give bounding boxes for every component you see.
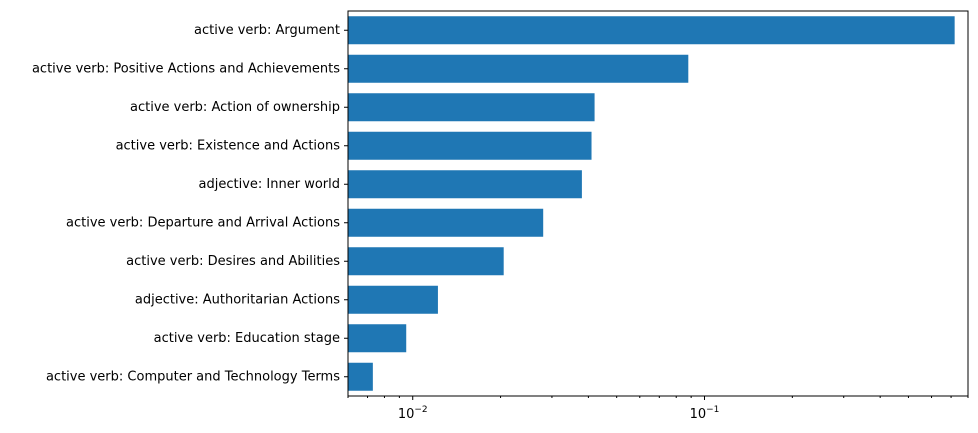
bar bbox=[348, 324, 407, 353]
bar bbox=[348, 131, 592, 160]
bar bbox=[348, 93, 595, 122]
bar bbox=[348, 54, 689, 83]
bars-group bbox=[348, 16, 955, 391]
y-tick-label: adjective: Inner world bbox=[199, 177, 340, 192]
y-tick-label: active verb: Argument bbox=[194, 23, 340, 38]
y-axis-ticks: active verb: Argument active verb: Positi… bbox=[32, 23, 348, 384]
bar bbox=[348, 247, 504, 276]
x-tick-label: 10−2 bbox=[398, 405, 428, 422]
x-axis-ticks: 10−2 10−1 bbox=[347, 396, 969, 422]
y-tick-label: active verb: Action of ownership bbox=[130, 100, 340, 115]
bar bbox=[348, 16, 955, 45]
y-tick-label: active verb: Positive Actions and Achiev… bbox=[32, 61, 340, 76]
x-tick-label: 10−1 bbox=[690, 405, 720, 422]
x-tick-exponent: −1 bbox=[706, 405, 719, 415]
plot-frame bbox=[347, 10, 969, 397]
y-tick-label: adjective: Authoritarian Actions bbox=[135, 292, 340, 307]
bar bbox=[348, 285, 438, 314]
y-tick-label: active verb: Existence and Actions bbox=[116, 138, 341, 153]
x-tick-base: 10 bbox=[690, 407, 707, 422]
y-tick-label: active verb: Education stage bbox=[154, 331, 340, 346]
y-tick-label: active verb: Computer and Technology Ter… bbox=[46, 369, 340, 384]
y-tick-label: active verb: Desires and Abilities bbox=[126, 254, 340, 269]
bar bbox=[348, 362, 373, 391]
y-tick-label: active verb: Departure and Arrival Actio… bbox=[66, 215, 340, 230]
x-tick-exponent: −2 bbox=[414, 405, 427, 415]
x-tick-base: 10 bbox=[398, 407, 415, 422]
bar bbox=[348, 208, 544, 237]
bar bbox=[348, 170, 582, 199]
